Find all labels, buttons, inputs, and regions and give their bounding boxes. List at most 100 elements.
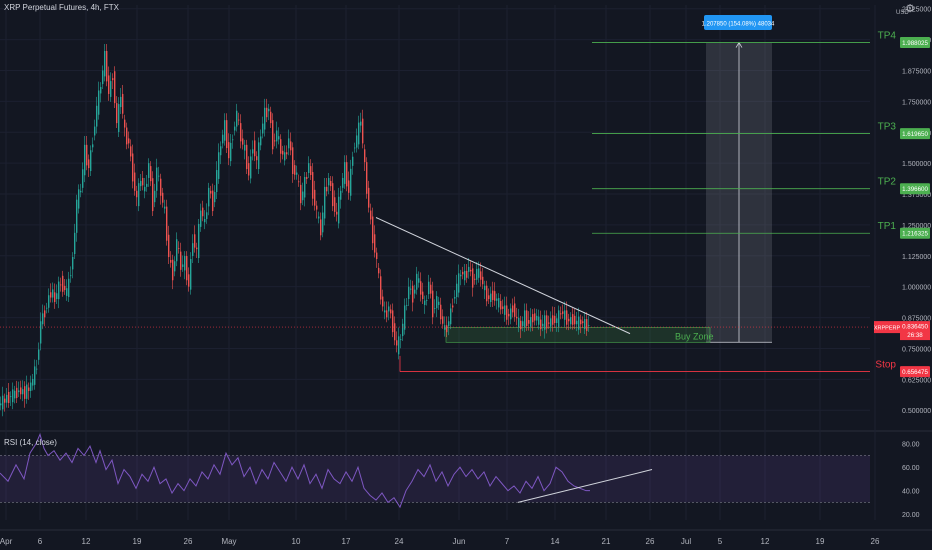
candle-body (110, 81, 112, 97)
level-tag: 1.619650 (902, 131, 928, 138)
candle-body (64, 285, 66, 290)
candle-body (440, 304, 442, 320)
candle-body (240, 123, 242, 142)
candle-body (182, 264, 184, 267)
candle-body (548, 322, 550, 324)
candle-body (146, 183, 148, 187)
candle-body (330, 180, 332, 187)
candle-body (122, 93, 124, 114)
candle-body (392, 310, 394, 333)
candle-body (154, 190, 156, 203)
candle-body (560, 313, 562, 315)
candle-body (470, 269, 472, 272)
candle-body (172, 259, 174, 281)
time-tick-label: 24 (395, 537, 404, 546)
candle-body (2, 395, 4, 410)
candle-body (402, 323, 404, 337)
candle-body (96, 105, 98, 127)
level-tag-bg (900, 183, 930, 195)
candle-body (336, 211, 338, 215)
candle-body (542, 323, 544, 327)
candle-body (10, 396, 12, 398)
candle-body (334, 197, 336, 212)
candle-body (94, 126, 96, 136)
candle-body (248, 163, 250, 176)
candle-body (476, 268, 478, 280)
symbol-tag-bg (874, 321, 900, 334)
candle-body (328, 177, 330, 186)
candle-body (322, 212, 324, 233)
candle-body (190, 259, 192, 290)
candle-body (174, 261, 176, 272)
candle-body (130, 146, 132, 157)
candle-body (226, 120, 228, 149)
candle-body (516, 316, 518, 319)
candle-body (498, 298, 500, 308)
candle-body (574, 315, 576, 325)
candle-body (348, 180, 350, 193)
candle-body (354, 147, 356, 149)
candle-body (66, 288, 68, 296)
candle-body (202, 207, 204, 217)
candle-body (586, 319, 588, 331)
candle-body (390, 309, 392, 314)
candle-body (570, 317, 572, 325)
candle-body (504, 305, 506, 315)
candle-body (6, 394, 8, 403)
time-tick-label: 14 (551, 537, 560, 546)
candle-body (108, 75, 110, 94)
candle-body (20, 387, 22, 395)
candle-body (62, 275, 64, 292)
candle-body (44, 310, 46, 318)
candle-body (38, 349, 40, 360)
candle-body (256, 156, 258, 161)
candle-body (120, 96, 122, 108)
candle-body (332, 183, 334, 207)
candle-body (170, 260, 172, 263)
candle-body (372, 216, 374, 244)
candle-body (434, 308, 436, 309)
candle-body (400, 339, 402, 340)
candle-body (446, 325, 448, 333)
candle-body (302, 191, 304, 201)
candle-body (0, 403, 2, 406)
candle-body (232, 139, 234, 141)
candle-body (448, 321, 450, 327)
candle-body (492, 290, 494, 301)
chart-title: XRP Perpetual Futures, 4h, FTX (4, 3, 120, 12)
candle-body (358, 122, 360, 145)
candle-body (32, 378, 34, 386)
candle-body (222, 134, 224, 144)
candle-body (404, 305, 406, 330)
candle-body (578, 316, 580, 330)
candle-body (500, 301, 502, 310)
time-tick-label: 12 (761, 537, 770, 546)
candle-body (428, 281, 430, 295)
candle-body (176, 239, 178, 262)
candle-body (76, 199, 78, 233)
candle-body (318, 216, 320, 219)
candle-body (288, 138, 290, 149)
candle-body (320, 219, 322, 236)
gear-icon[interactable]: ⚙ (905, 3, 915, 15)
candle-body (436, 296, 438, 309)
candle-body (580, 319, 582, 325)
candle-body (502, 306, 504, 309)
candle-body (68, 278, 70, 298)
candle-body (374, 234, 376, 253)
candle-body (450, 308, 452, 325)
candle-body (244, 144, 246, 151)
candle-body (258, 142, 260, 170)
candle-body (484, 285, 486, 291)
candle-body (356, 135, 358, 148)
candle-body (528, 320, 530, 324)
candle-body (286, 152, 288, 155)
candle-body (584, 319, 586, 330)
level-label: Stop (875, 360, 896, 371)
candle-body (444, 325, 446, 330)
candle-body (378, 267, 380, 274)
candle-body (40, 321, 42, 344)
candle-body (518, 317, 520, 328)
candle-body (522, 321, 524, 327)
